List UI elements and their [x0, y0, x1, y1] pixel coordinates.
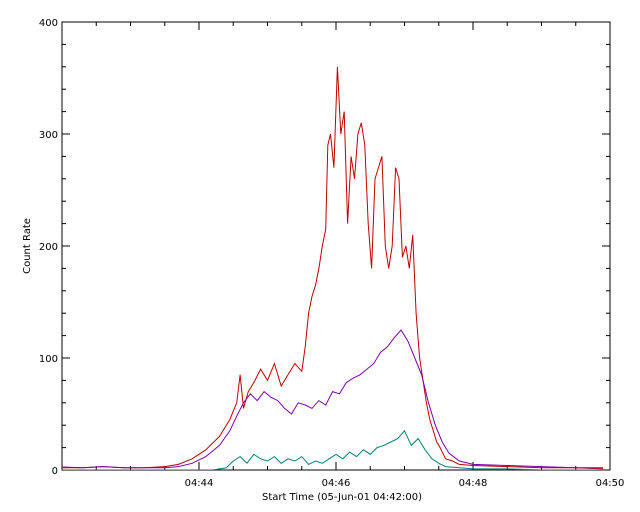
axis-ticks: 0 100 200 300 400 04:44 04:46 04:48 04:50: [39, 18, 625, 489]
y-tick-label: 0: [52, 466, 58, 477]
plot-frame: [61, 21, 611, 471]
y-axis-label: Count Rate: [22, 218, 33, 274]
y-tick-label: 400: [39, 18, 58, 29]
y-tick-label: 300: [39, 130, 58, 141]
x-tick-label: 04:46: [322, 478, 351, 489]
series-line-1: [62, 66, 604, 470]
x-tick-label: 04:44: [185, 478, 214, 489]
y-tick-label: 200: [39, 242, 58, 253]
series-lines: [62, 66, 604, 470]
series-line-2: [62, 329, 604, 469]
x-axis-label: Start Time (05-Jun-01 04:42:00): [262, 492, 422, 503]
y-tick-label: 100: [39, 354, 58, 365]
x-tick-label: 04:50: [596, 478, 625, 489]
series-line-3: [62, 429, 604, 470]
x-tick-label: 04:48: [459, 478, 488, 489]
